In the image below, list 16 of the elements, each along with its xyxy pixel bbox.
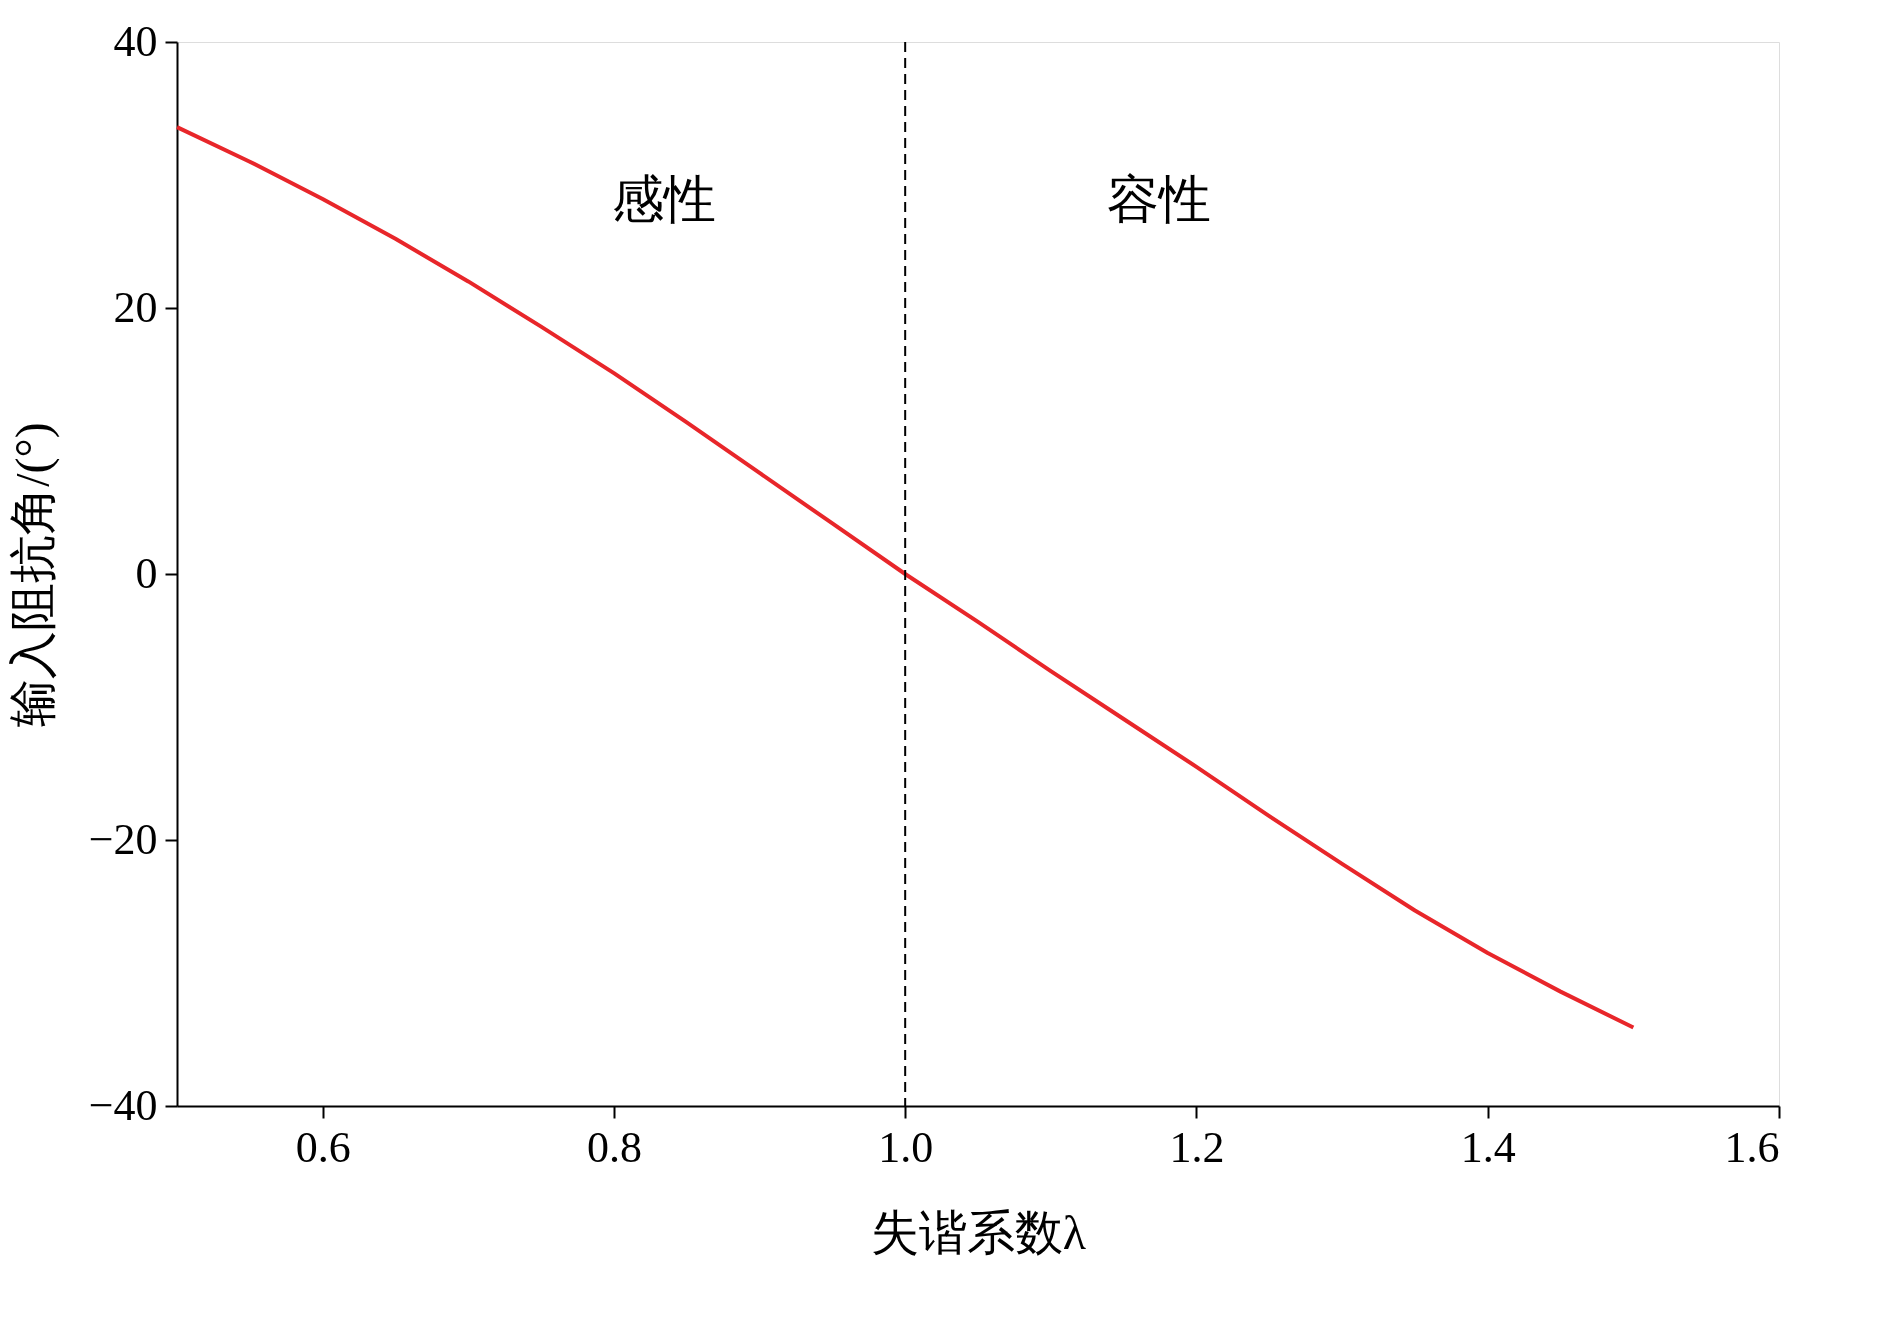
x-axis-title: 失谐系数λ bbox=[870, 1205, 1087, 1259]
x-tick-label: 0.8 bbox=[586, 1122, 642, 1172]
y-tick-label: 20 bbox=[113, 282, 158, 332]
y-tick-label: −40 bbox=[88, 1080, 158, 1130]
y-tick-label: 0 bbox=[135, 548, 158, 598]
y-axis-title: 输入阻抗角/(°) bbox=[5, 422, 60, 727]
line-series bbox=[175, 125, 1636, 1030]
annotation: 容性 bbox=[1107, 170, 1212, 228]
y-tick-label: 40 bbox=[113, 16, 158, 66]
x-tick-label: 1.6 bbox=[1724, 1122, 1780, 1172]
x-tick-label: 1.4 bbox=[1460, 1122, 1516, 1172]
x-tick-label: 0.6 bbox=[295, 1122, 351, 1172]
x-tick-label: 1.2 bbox=[1169, 1122, 1225, 1172]
x-tick-label: 1.0 bbox=[878, 1122, 934, 1172]
annotation: 感性 bbox=[612, 170, 717, 228]
y-tick-label: −20 bbox=[88, 814, 158, 864]
